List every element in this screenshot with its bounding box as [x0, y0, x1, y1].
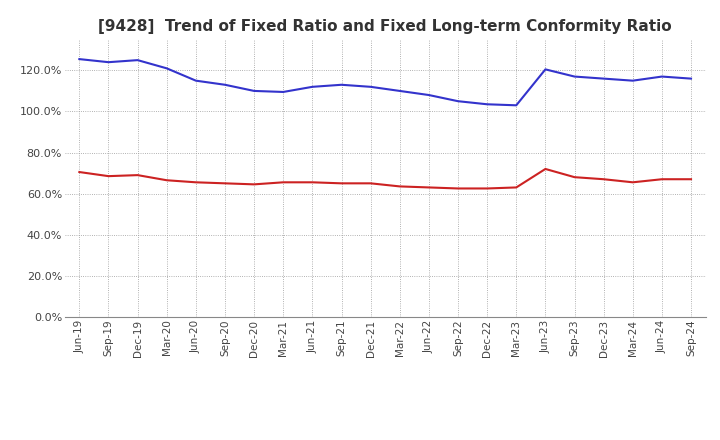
Fixed Ratio	[629, 78, 637, 83]
Fixed Long-term Conformity Ratio	[337, 181, 346, 186]
Fixed Ratio	[541, 67, 550, 72]
Fixed Long-term Conformity Ratio	[75, 169, 84, 175]
Fixed Ratio	[220, 82, 229, 88]
Fixed Long-term Conformity Ratio	[425, 185, 433, 190]
Fixed Long-term Conformity Ratio	[250, 182, 258, 187]
Fixed Long-term Conformity Ratio	[483, 186, 492, 191]
Fixed Ratio	[395, 88, 404, 94]
Line: Fixed Long-term Conformity Ratio: Fixed Long-term Conformity Ratio	[79, 169, 691, 188]
Fixed Long-term Conformity Ratio	[512, 185, 521, 190]
Fixed Ratio	[483, 102, 492, 107]
Fixed Long-term Conformity Ratio	[308, 180, 317, 185]
Fixed Long-term Conformity Ratio	[163, 178, 171, 183]
Fixed Ratio	[657, 74, 666, 79]
Fixed Long-term Conformity Ratio	[366, 181, 375, 186]
Fixed Long-term Conformity Ratio	[599, 176, 608, 182]
Fixed Long-term Conformity Ratio	[395, 184, 404, 189]
Fixed Ratio	[192, 78, 200, 83]
Line: Fixed Ratio: Fixed Ratio	[79, 59, 691, 105]
Fixed Ratio	[337, 82, 346, 88]
Fixed Ratio	[133, 58, 142, 63]
Fixed Ratio	[279, 89, 287, 95]
Fixed Long-term Conformity Ratio	[192, 180, 200, 185]
Fixed Ratio	[104, 59, 113, 65]
Fixed Ratio	[599, 76, 608, 81]
Fixed Long-term Conformity Ratio	[133, 172, 142, 178]
Fixed Long-term Conformity Ratio	[687, 176, 696, 182]
Fixed Long-term Conformity Ratio	[541, 166, 550, 172]
Fixed Long-term Conformity Ratio	[570, 175, 579, 180]
Title: [9428]  Trend of Fixed Ratio and Fixed Long-term Conformity Ratio: [9428] Trend of Fixed Ratio and Fixed Lo…	[99, 19, 672, 34]
Fixed Ratio	[570, 74, 579, 79]
Fixed Ratio	[687, 76, 696, 81]
Fixed Long-term Conformity Ratio	[629, 180, 637, 185]
Fixed Ratio	[366, 84, 375, 89]
Fixed Ratio	[512, 103, 521, 108]
Fixed Ratio	[308, 84, 317, 89]
Fixed Long-term Conformity Ratio	[279, 180, 287, 185]
Fixed Ratio	[163, 66, 171, 71]
Fixed Ratio	[75, 56, 84, 62]
Fixed Long-term Conformity Ratio	[657, 176, 666, 182]
Fixed Ratio	[454, 99, 462, 104]
Fixed Long-term Conformity Ratio	[454, 186, 462, 191]
Fixed Long-term Conformity Ratio	[220, 181, 229, 186]
Fixed Ratio	[425, 92, 433, 98]
Fixed Long-term Conformity Ratio	[104, 173, 113, 179]
Fixed Ratio	[250, 88, 258, 94]
